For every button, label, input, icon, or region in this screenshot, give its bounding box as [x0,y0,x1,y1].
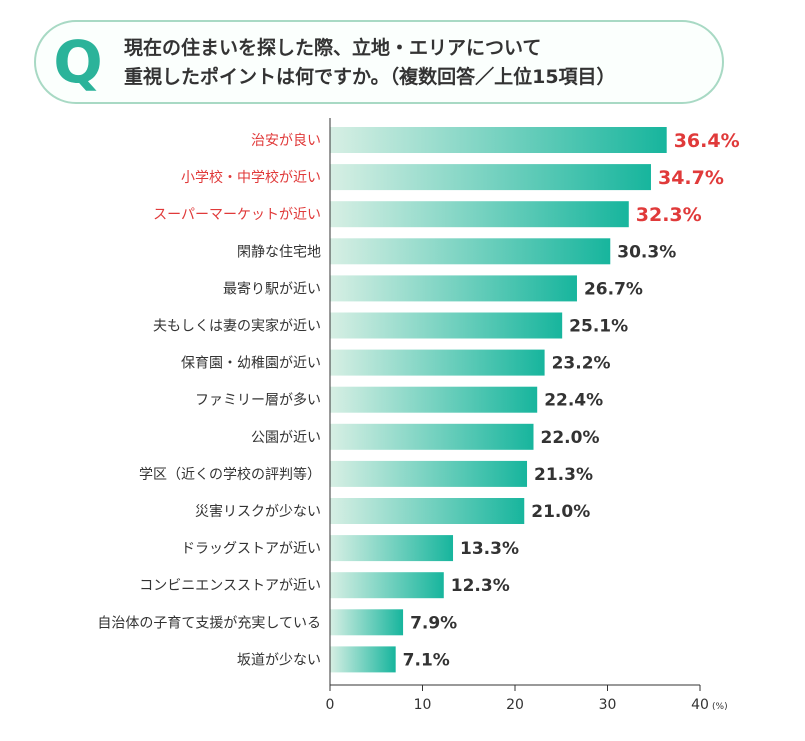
bar [330,201,629,228]
bar [330,349,545,376]
category-label: 最寄り駅が近い [223,280,321,297]
question-box: Q 現在の住まいを探した際、立地・エリアについて 重視したポイントは何ですか。（… [34,20,724,104]
category-label: 小学校・中学校が近い [181,169,321,186]
q-badge: Q [53,28,103,96]
value-label: 34.7% [658,167,724,189]
bar-group: 学区（近くの学校の評判等） 21.3% [139,460,593,487]
question-line-1: 現在の住まいを探した際、立地・エリアについて [124,37,542,59]
bar [330,535,454,562]
value-label: 7.1% [403,650,450,670]
category-label: 自治体の子育て支援が充実している [97,615,321,631]
bar [330,164,651,191]
bar [330,386,538,413]
bar-group: 夫もしくは妻の実家が近い 25.1% [153,312,628,339]
bar [330,312,563,339]
bars: 治安が良い 36.4% 小学校・中学校が近い 34.7% スーパーマーケットが近い 32.… [97,127,740,673]
bar [330,275,577,302]
bar-group: 災害リスクが少ない 21.0% [195,498,590,524]
bar [330,127,667,153]
bar-group: ドラッグストアが近い 13.3% [181,535,519,562]
x-axis: 0 10 20 30 40 (%) [326,118,728,713]
bar-group: コンビニエンスストアが近い 12.3% [139,572,510,599]
bar [330,460,528,487]
value-label: 21.3% [534,465,593,485]
value-label: 25.1% [569,317,628,337]
bar [330,646,396,673]
x-tick-label: 10 [414,697,432,713]
unit-label: (%) [712,702,728,712]
x-tick-label: 40 [691,697,709,713]
bar-group: 公園が近い 22.0% [251,423,600,450]
category-label: ファミリー層が多い [195,392,321,409]
category-label: コンビニエンスストアが近い [139,578,321,594]
value-label: 22.0% [541,428,600,448]
value-label: 36.4% [674,130,740,152]
value-label: 32.3% [636,204,702,226]
value-label: 22.4% [544,391,603,411]
value-label: 30.3% [617,242,676,262]
bar [330,572,444,599]
value-label: 21.0% [531,502,590,522]
value-label: 23.2% [552,354,611,374]
category-label: 夫もしくは妻の実家が近い [153,318,321,335]
value-label: 26.7% [584,279,643,299]
category-label: 災害リスクが少ない [195,504,321,520]
bar-group: 最寄り駅が近い 26.7% [223,275,643,302]
category-label: 保育園・幼稚園が近い [181,356,321,372]
bar [330,423,534,450]
x-tick-label: 0 [326,697,335,713]
bar-group: ファミリー層が多い 22.4% [195,386,603,413]
value-label: 12.3% [451,576,510,596]
category-label: スーパーマーケットが近い [153,207,321,223]
category-label: 公園が近い [251,430,321,446]
category-label: 閑静な住宅地 [237,244,321,260]
category-label: 坂道が少ない [237,652,321,668]
question-line-2: 重視したポイントは何ですか。（複数回答／上位15項目） [124,66,616,88]
bar-group: スーパーマーケットが近い 32.3% [153,201,702,228]
category-label: 治安が良い [251,133,321,149]
bar-group: 自治体の子育て支援が充実している 7.9% [97,609,457,636]
value-label: 13.3% [460,539,519,559]
x-tick-label: 20 [506,697,524,713]
x-tick-label: 30 [599,697,617,713]
bar-group: 保育園・幼稚園が近い 23.2% [181,349,611,376]
bar-group: 小学校・中学校が近い 34.7% [181,164,724,191]
bar-group: 閑静な住宅地 30.3% [237,238,676,265]
bar [330,238,611,265]
category-label: 学区（近くの学校の評判等） [139,466,321,483]
bar [330,498,525,524]
bar [330,609,404,636]
bar-group: 坂道が少ない 7.1% [237,646,450,673]
value-label: 7.9% [410,613,457,633]
bar-group: 治安が良い 36.4% [251,127,740,153]
category-label: ドラッグストアが近い [181,541,321,557]
question-text: 現在の住まいを探した際、立地・エリアについて 重視したポイントは何ですか。（複数… [124,34,714,92]
